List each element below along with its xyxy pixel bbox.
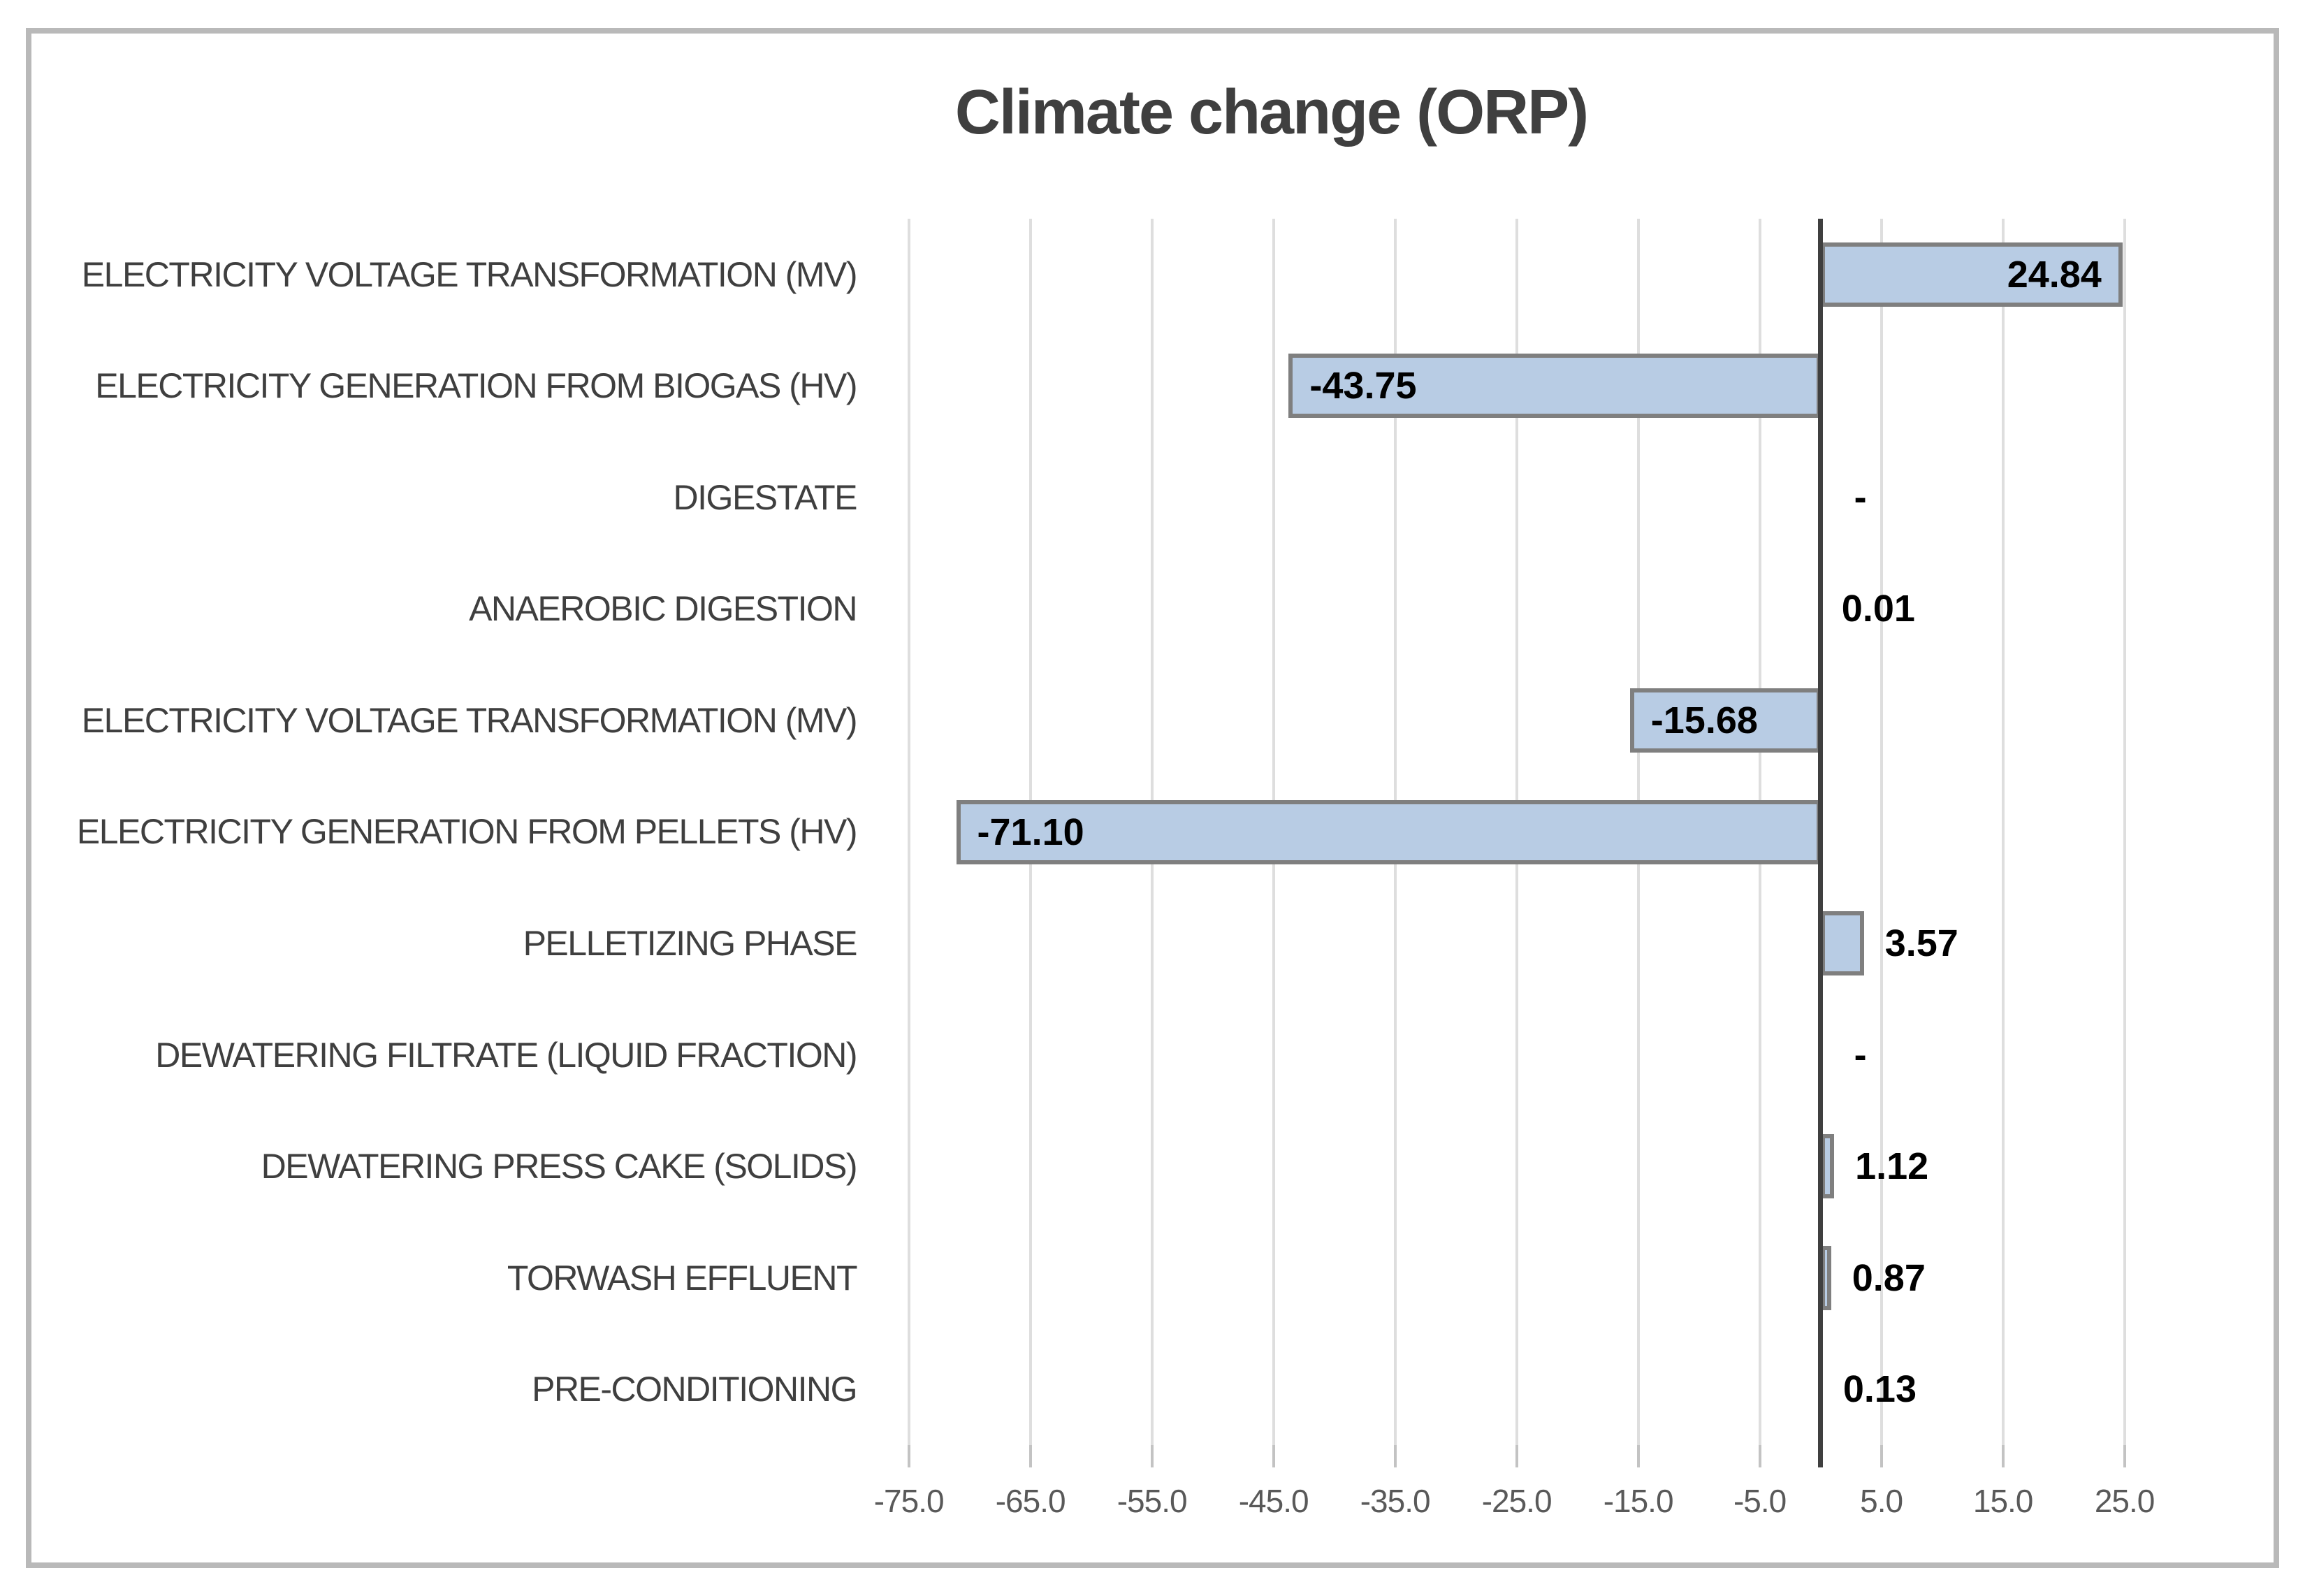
bar xyxy=(956,799,1821,864)
x-tick-mark xyxy=(1393,1445,1397,1467)
value-label: -71.10 xyxy=(977,811,1084,853)
x-tick-label: -55.0 xyxy=(1117,1483,1188,1519)
value-label: - xyxy=(1854,476,1867,518)
plot-area: -75.0 -65.0 -55.0 -45.0 -35.0 -25.0 -15.0 -5.0 5… xyxy=(874,219,2169,1519)
category-label: ELECTRICITY GENERATION FROM PELLETS (HV) xyxy=(76,812,858,852)
gridline-x--75.0 xyxy=(907,219,910,1445)
bar xyxy=(1820,911,1864,976)
chart-title-text: Climate change (ORP) xyxy=(954,78,1589,147)
x-tick-mark xyxy=(1272,1445,1275,1467)
x-tick-mark xyxy=(1515,1445,1518,1467)
x-tick-mark xyxy=(1150,1445,1154,1467)
category-label: DEWATERING PRESS CAKE (SOLIDS) xyxy=(261,1147,858,1187)
x-tick-label: -65.0 xyxy=(995,1483,1066,1519)
category-label: DEWATERING FILTRATE (LIQUID FRACTION) xyxy=(155,1035,857,1075)
x-tick-mark xyxy=(1879,1445,1883,1467)
x-tick-mark xyxy=(2123,1445,2126,1467)
chart-frame: Climate change (ORP) ELECTRICITY VOLTAGE… xyxy=(26,28,2279,1568)
x-tick-label: 15.0 xyxy=(1972,1483,2034,1519)
category-label: ELECTRICITY VOLTAGE TRANSFORMATION (MV) xyxy=(81,254,858,294)
value-label: -15.68 xyxy=(1650,699,1758,741)
category-axis: ELECTRICITY VOLTAGE TRANSFORMATION (MV) E… xyxy=(38,219,880,1445)
bar xyxy=(1288,354,1821,419)
x-tick-label: -25.0 xyxy=(1481,1483,1553,1519)
value-label: 0.13 xyxy=(1842,1368,1917,1411)
category-label: ELECTRICITY VOLTAGE TRANSFORMATION (MV) xyxy=(81,700,858,740)
gridline-x-15.0 xyxy=(2001,219,2005,1445)
x-tick-mark xyxy=(1758,1445,1761,1467)
x-tick-mark xyxy=(907,1445,910,1467)
x-tick-label: -15.0 xyxy=(1603,1483,1674,1519)
x-tick-label: -45.0 xyxy=(1238,1483,1309,1519)
category-label: ELECTRICITY GENERATION FROM BIOGAS (HV) xyxy=(95,366,857,406)
gridline-x-25.0 xyxy=(2123,219,2126,1445)
x-tick-label: 25.0 xyxy=(2094,1483,2155,1519)
x-tick-label: 5.0 xyxy=(1860,1483,1903,1519)
x-tick-mark xyxy=(1636,1445,1640,1467)
gridline-x-5.0 xyxy=(1879,219,1883,1445)
value-label: 1.12 xyxy=(1855,1145,1929,1188)
x-tick-label: -75.0 xyxy=(873,1483,945,1519)
value-label: 24.84 xyxy=(2007,253,2102,296)
x-tick-label: -35.0 xyxy=(1360,1483,1431,1519)
value-label: 0.87 xyxy=(1852,1256,1926,1299)
x-tick-mark xyxy=(1028,1445,1032,1467)
zero-axis-line xyxy=(1818,219,1824,1467)
bar xyxy=(1820,242,2123,307)
x-tick-label: -5.0 xyxy=(1733,1483,1787,1519)
value-label: -43.75 xyxy=(1309,365,1417,407)
category-label: DIGESTATE xyxy=(673,477,858,517)
chart-title: Climate change (ORP) xyxy=(31,77,2274,149)
value-label: 3.57 xyxy=(1884,922,1958,965)
value-label: 0.01 xyxy=(1841,588,1915,630)
category-label: TORWASH EFFLUENT xyxy=(507,1258,858,1298)
category-label: PELLETIZING PHASE xyxy=(523,924,858,964)
category-label: PRE-CONDITIONING xyxy=(532,1370,857,1409)
value-label: - xyxy=(1854,1033,1867,1076)
bar xyxy=(1629,688,1821,753)
x-tick-mark xyxy=(2001,1445,2005,1467)
category-label: ANAEROBIC DIGESTION xyxy=(469,589,857,629)
